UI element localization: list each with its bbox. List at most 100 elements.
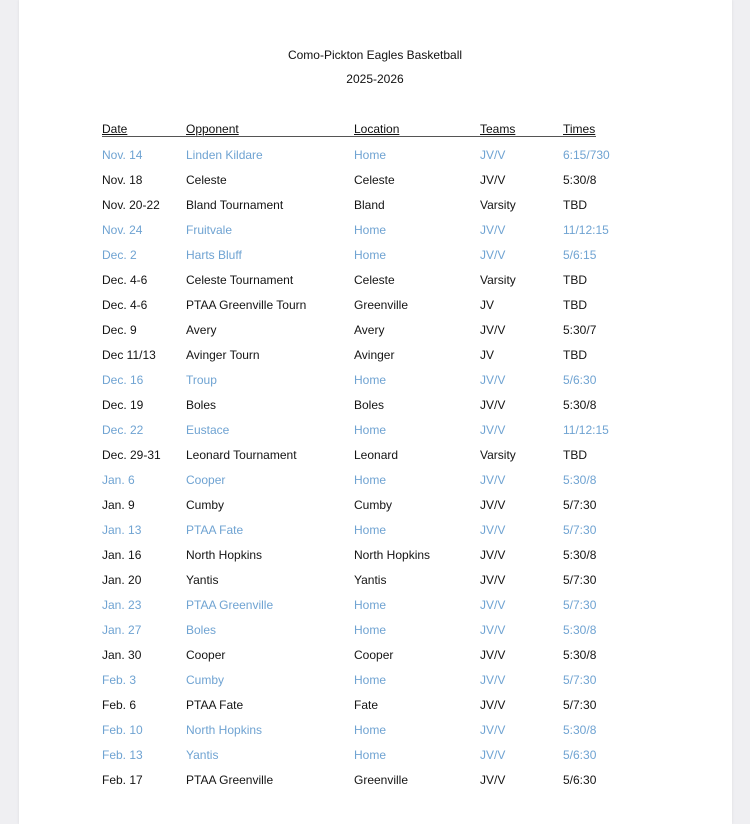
cell-opponent: Avery xyxy=(186,323,217,337)
cell-opponent: Celeste xyxy=(186,173,227,187)
cell-date: Jan. 16 xyxy=(102,548,142,562)
cell-location: Avinger xyxy=(354,348,395,362)
cell-opponent: Leonard Tournament xyxy=(186,448,297,462)
cell-teams: JV/V xyxy=(480,748,506,762)
cell-date: Feb. 3 xyxy=(102,673,137,687)
table-row: Jan. 27 Boles Home JV/V 5:30/8 xyxy=(0,621,750,646)
table-row: Feb. 6 PTAA Fate Fate JV/V 5/7:30 xyxy=(0,696,750,721)
cell-location: Cumby xyxy=(354,498,393,512)
cell-location: Home xyxy=(354,673,387,687)
document-title: Como-Pickton Eagles Basketball xyxy=(287,48,463,62)
cell-teams: Varsity xyxy=(480,448,516,462)
cell-opponent: Fruitvale xyxy=(186,223,233,237)
cell-opponent: PTAA Greenville Tourn xyxy=(186,298,307,312)
cell-opponent: Troup xyxy=(186,373,217,387)
cell-teams: JV/V xyxy=(480,173,506,187)
cell-teams: JV/V xyxy=(480,473,506,487)
header-location: Location xyxy=(354,122,400,136)
cell-opponent: Cumby xyxy=(186,673,225,687)
cell-times: 5/6:15 xyxy=(563,248,597,262)
header-times: Times xyxy=(563,122,596,136)
cell-opponent: North Hopkins xyxy=(186,723,263,737)
table-row: Dec. 19 Boles Boles JV/V 5:30/8 xyxy=(0,396,750,421)
cell-teams: JV/V xyxy=(480,398,506,412)
table-row: Dec. 4-6 PTAA Greenville Tourn Greenville J… xyxy=(0,296,750,321)
cell-opponent: Boles xyxy=(186,623,217,637)
table-row: Nov. 14 Linden Kildare Home JV/V 6:15/730 xyxy=(0,146,750,171)
cell-date: Dec. 9 xyxy=(102,323,137,337)
table-row: Feb. 3 Cumby Home JV/V 5/7:30 xyxy=(0,671,750,696)
cell-date: Feb. 6 xyxy=(102,698,137,712)
cell-opponent: Harts Bluff xyxy=(186,248,242,262)
cell-location: Home xyxy=(354,748,387,762)
cell-opponent: Celeste Tournament xyxy=(186,273,294,287)
table-row: Feb. 17 PTAA Greenville Greenville JV/V 5/6:… xyxy=(0,771,750,796)
cell-times: 5/7:30 xyxy=(563,598,597,612)
document-page xyxy=(19,0,732,824)
table-row: Dec. 16 Troup Home JV/V 5/6:30 xyxy=(0,371,750,396)
cell-opponent: Cooper xyxy=(186,473,226,487)
cell-date: Dec. 22 xyxy=(102,423,144,437)
cell-times: 5/7:30 xyxy=(563,523,597,537)
cell-location: Home xyxy=(354,223,387,237)
cell-date: Jan. 27 xyxy=(102,623,142,637)
cell-location: Avery xyxy=(354,323,385,337)
cell-date: Dec. 4-6 xyxy=(102,273,148,287)
cell-opponent: Yantis xyxy=(186,573,219,587)
schedule-table: Nov. 14 Linden Kildare Home JV/V 6:15/730 Nov… xyxy=(0,146,750,796)
cell-teams: Varsity xyxy=(480,198,516,212)
cell-location: Bland xyxy=(354,198,385,212)
cell-opponent: North Hopkins xyxy=(186,548,263,562)
cell-times: 5:30/8 xyxy=(563,173,597,187)
cell-times: TBD xyxy=(563,273,587,287)
table-row: Dec. 4-6 Celeste Tournament Celeste Varsity… xyxy=(0,271,750,296)
cell-times: 5/6:30 xyxy=(563,748,597,762)
cell-teams: JV/V xyxy=(480,673,506,687)
cell-date: Dec. 2 xyxy=(102,248,137,262)
table-row: Nov. 20-22 Bland Tournament Bland Varsity TB… xyxy=(0,196,750,221)
cell-location: North Hopkins xyxy=(354,548,431,562)
cell-times: 11/12:15 xyxy=(563,223,609,237)
document-subtitle: 2025-2026 xyxy=(346,72,404,86)
cell-teams: JV/V xyxy=(480,323,506,337)
cell-location: Leonard xyxy=(354,448,399,462)
cell-location: Home xyxy=(354,248,387,262)
cell-location: Home xyxy=(354,423,387,437)
table-row: Jan. 16 North Hopkins North Hopkins JV/V 5:3… xyxy=(0,546,750,571)
cell-teams: JV/V xyxy=(480,498,506,512)
cell-opponent: Linden Kildare xyxy=(186,148,263,162)
header-teams: Teams xyxy=(480,122,516,136)
cell-location: Home xyxy=(354,373,387,387)
table-row: Dec. 9 Avery Avery JV/V 5:30/7 xyxy=(0,321,750,346)
cell-times: 5:30/8 xyxy=(563,398,597,412)
cell-teams: JV/V xyxy=(480,573,506,587)
cell-teams: JV/V xyxy=(480,598,506,612)
cell-opponent: Bland Tournament xyxy=(186,198,284,212)
cell-teams: JV/V xyxy=(480,648,506,662)
cell-times: TBD xyxy=(563,448,587,462)
cell-location: Cooper xyxy=(354,648,394,662)
table-row: Jan. 30 Cooper Cooper JV/V 5:30/8 xyxy=(0,646,750,671)
cell-location: Greenville xyxy=(354,298,409,312)
cell-date: Dec. 29-31 xyxy=(102,448,161,462)
cell-teams: JV/V xyxy=(480,423,506,437)
cell-location: Home xyxy=(354,723,387,737)
cell-times: 5:30/7 xyxy=(563,323,597,337)
cell-teams: JV/V xyxy=(480,148,506,162)
cell-times: TBD xyxy=(563,348,587,362)
cell-date: Feb. 13 xyxy=(102,748,143,762)
cell-location: Home xyxy=(354,523,387,537)
cell-teams: JV/V xyxy=(480,373,506,387)
cell-opponent: Eustace xyxy=(186,423,230,437)
table-header: Date Opponent Location Teams Times xyxy=(102,121,596,137)
cell-teams: JV xyxy=(480,298,495,312)
cell-date: Nov. 20-22 xyxy=(102,198,160,212)
cell-times: TBD xyxy=(563,198,587,212)
cell-times: 5/7:30 xyxy=(563,498,597,512)
cell-location: Yantis xyxy=(354,573,387,587)
cell-date: Dec. 4-6 xyxy=(102,298,148,312)
cell-teams: JV/V xyxy=(480,523,506,537)
cell-date: Dec. 19 xyxy=(102,398,144,412)
cell-times: 5:30/8 xyxy=(563,648,597,662)
cell-opponent: Cumby xyxy=(186,498,225,512)
